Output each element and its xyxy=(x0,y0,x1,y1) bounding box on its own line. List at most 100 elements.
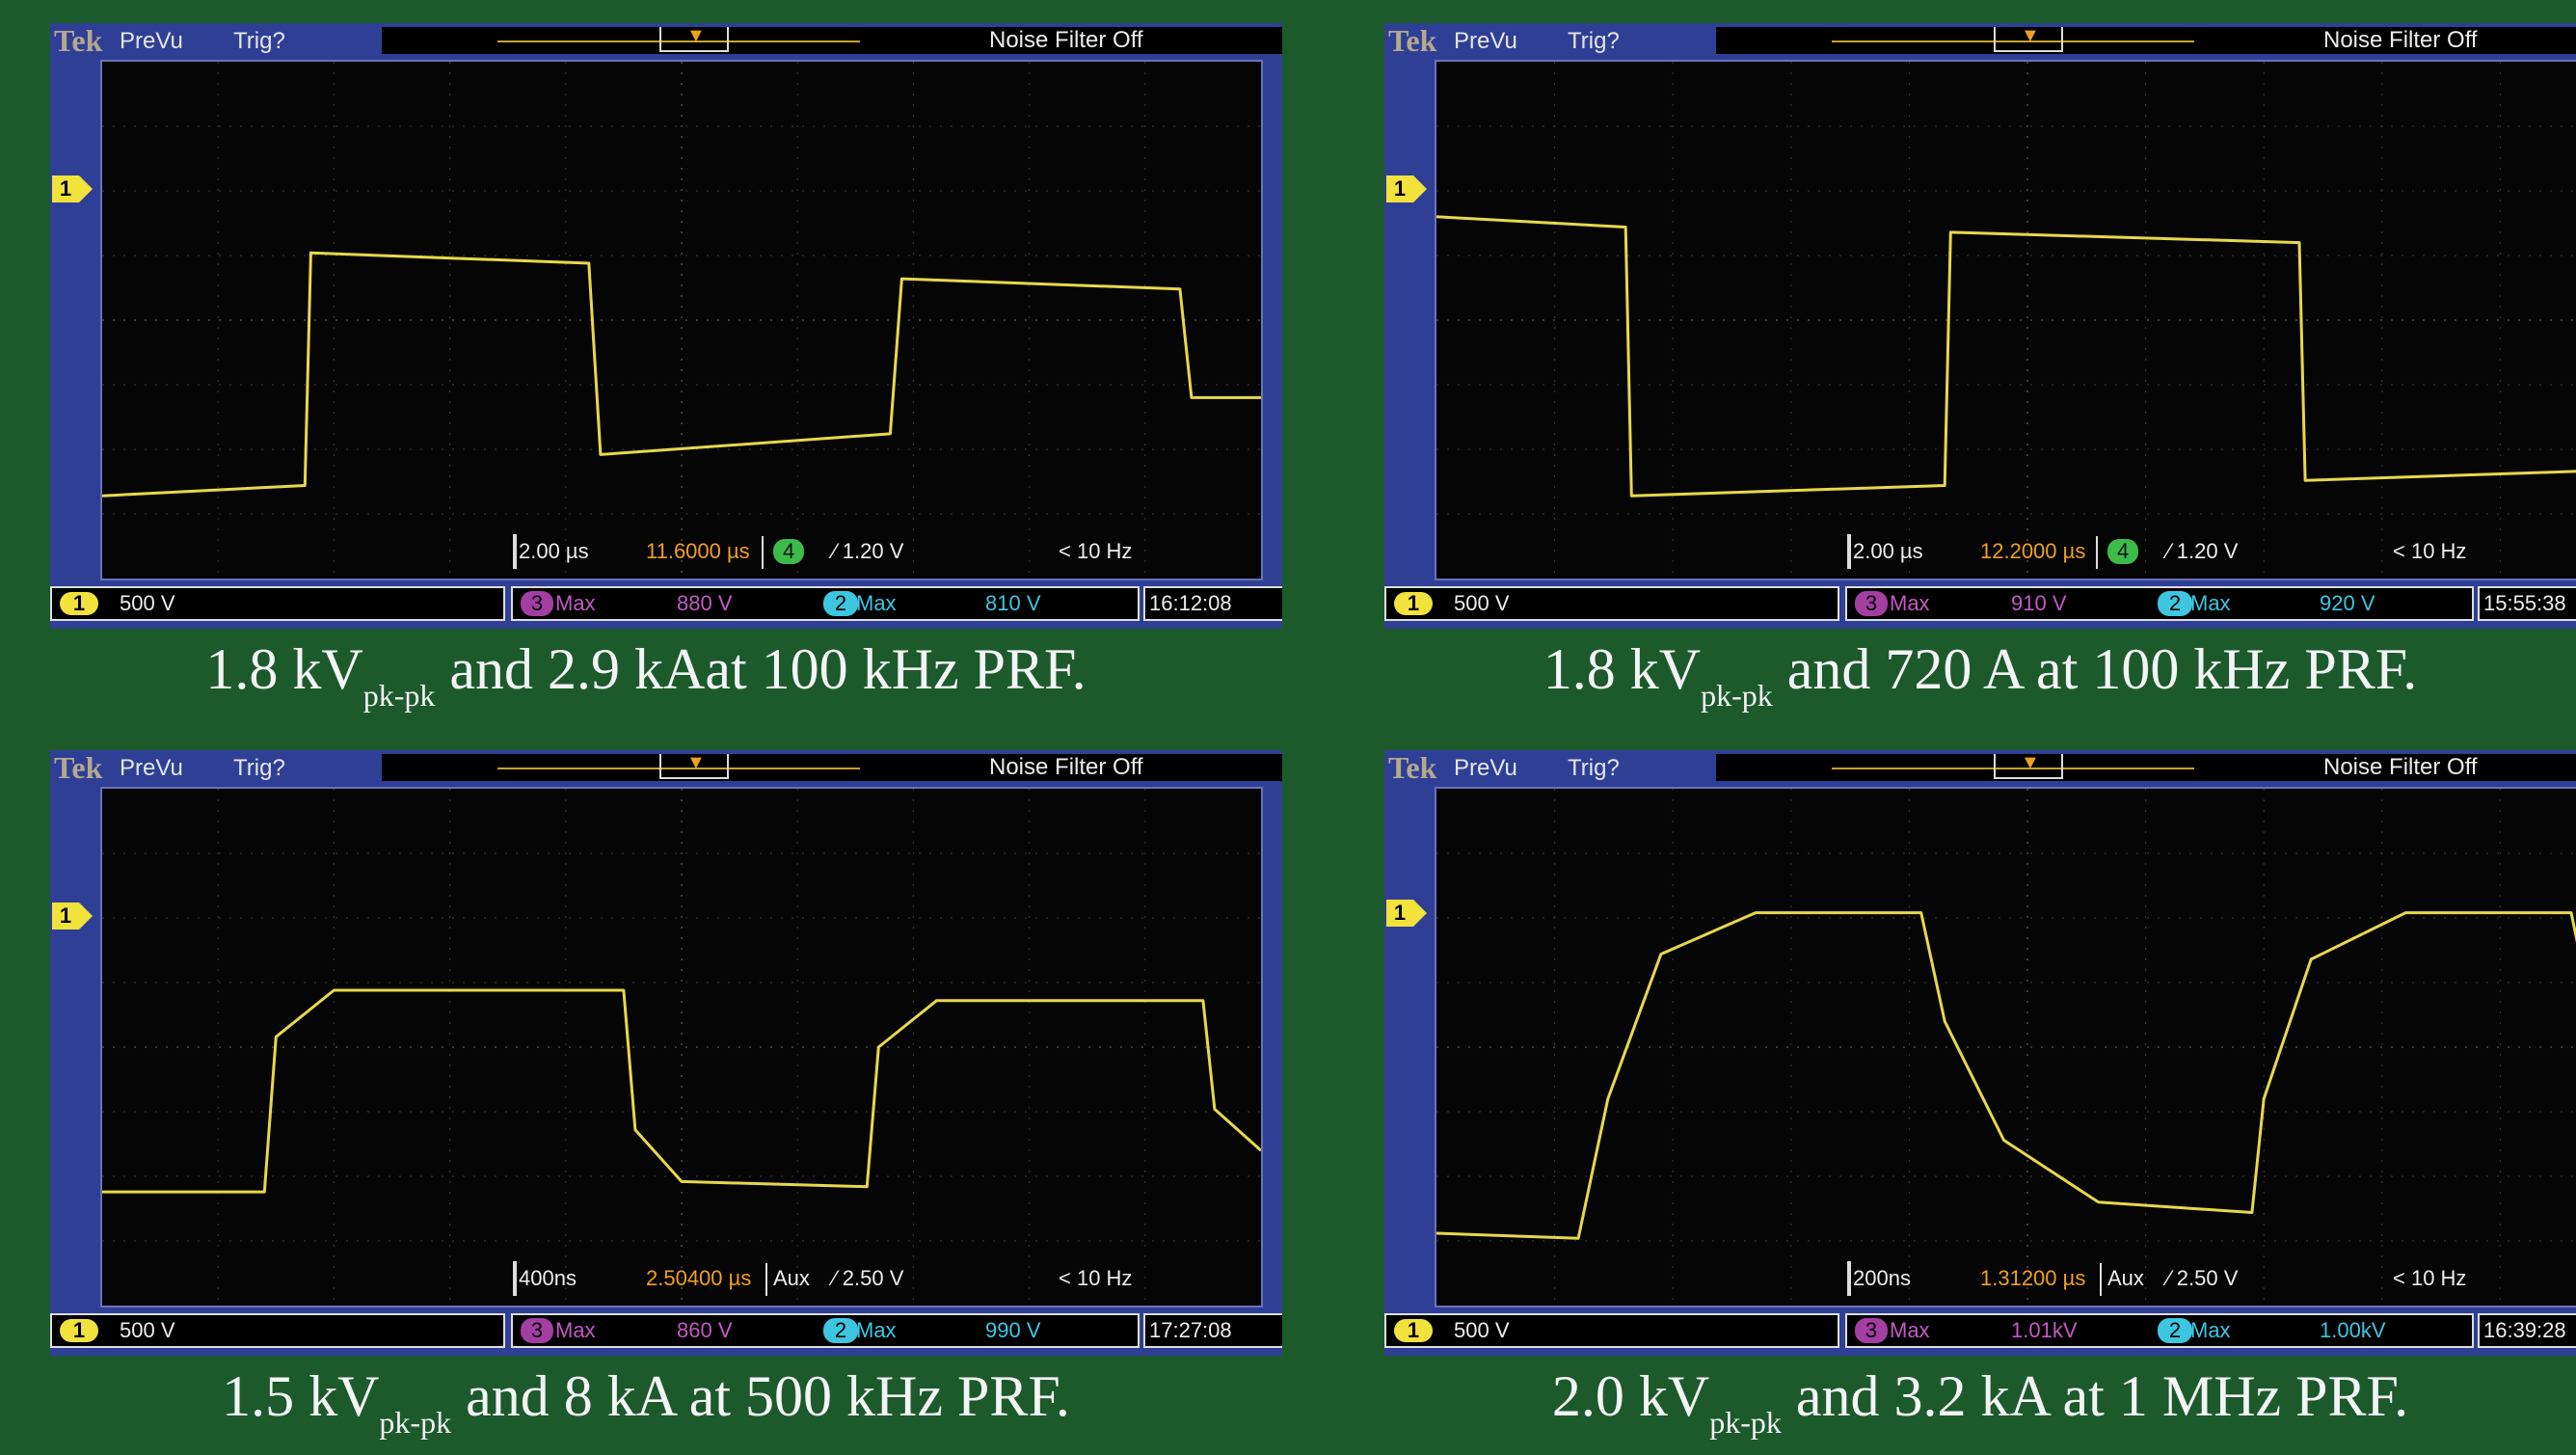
meas3-value: 880 V xyxy=(677,591,733,615)
ch1-trace xyxy=(1436,911,2576,1240)
meas2-label: Max xyxy=(856,1318,897,1342)
trigger-status: Trig? xyxy=(233,755,285,781)
ch1-marker-arrow xyxy=(1413,175,1427,202)
caption-main: 1.8 kV xyxy=(205,637,363,701)
ch1-scale: 500 V xyxy=(1454,1318,1510,1342)
trigger-level: ⁄ 1.20 V xyxy=(833,539,904,563)
caption-main: 1.5 kV xyxy=(222,1364,380,1428)
timebase-value: 400ns xyxy=(519,1266,577,1290)
ch1-marker-icon[interactable]: 1 xyxy=(1386,175,1429,202)
ch1-readout[interactable]: 1 500 V xyxy=(50,586,505,621)
record-bar[interactable]: ▼ Noise Filter Off xyxy=(382,752,1282,781)
noise-filter-label: Noise Filter Off xyxy=(989,754,1143,780)
timebase-value: 200ns xyxy=(1853,1266,1911,1290)
status-bar: 1 500 V 3 Max 1.01kV 2 Max 1.00kV 16:39:… xyxy=(1384,1309,2576,1352)
ch1-marker-icon[interactable]: 1 xyxy=(52,903,94,930)
noise-filter-label: Noise Filter Off xyxy=(2323,754,2478,780)
separator xyxy=(2100,1263,2102,1296)
record-window[interactable] xyxy=(1994,27,2063,52)
brand-logo: Tek xyxy=(54,750,103,785)
ch1-marker-icon[interactable]: 1 xyxy=(1386,900,1429,927)
scope-panel-1: Tek PreVu Trig? ▼ Noise Filter Off ▾ 1 2… xyxy=(0,0,1292,722)
trigger-position-icon: ▼ xyxy=(686,752,706,773)
ch3-badge: 3 xyxy=(1855,591,1888,616)
waveform-svg xyxy=(102,789,1261,1306)
scope-frame: Tek PreVu Trig? ▼ Noise Filter Off ▾ 1 2… xyxy=(50,23,1282,629)
clock: 15:55:38 xyxy=(2478,586,2576,621)
ch2-badge: 2 xyxy=(2158,1318,2192,1343)
record-bar[interactable]: ▼ Noise Filter Off xyxy=(1716,752,2576,781)
noise-filter-label: Noise Filter Off xyxy=(989,27,1143,53)
timebase-value: 2.00 µs xyxy=(1853,539,1923,563)
trigger-level: ⁄ 2.50 V xyxy=(2167,1266,2239,1290)
measurement-readout[interactable]: 3 Max 1.01kV 2 Max 1.00kV xyxy=(1845,1313,2474,1348)
ch1-readout[interactable]: 1 500 V xyxy=(1384,1313,1839,1348)
scope-frame: Tek PreVu Trig? ▼ Noise Filter Off ▾ 1 4… xyxy=(50,750,1282,1356)
caption: 1.8 kVpk-pk and 720 A at 100 kHz PRF. xyxy=(1334,636,2576,728)
clock: 16:12:08 xyxy=(1143,586,1282,621)
meas2-value: 920 V xyxy=(2320,591,2375,615)
waveform-svg xyxy=(102,62,1261,579)
waveform-svg xyxy=(1436,789,2576,1306)
meas2-label: Max xyxy=(2190,1318,2231,1342)
separator xyxy=(765,1263,767,1296)
ch1-badge: 1 xyxy=(60,1319,98,1342)
ch1-badge: 1 xyxy=(1394,592,1433,615)
measurement-readout[interactable]: 3 Max 880 V 2 Max 810 V xyxy=(511,586,1140,621)
trigger-source-badge: 4 xyxy=(773,539,805,564)
caption-rest: and 8 kA at 500 kHz PRF. xyxy=(451,1364,1070,1428)
ch1-marker-icon[interactable]: 1 xyxy=(52,175,94,202)
waveform-display xyxy=(1435,60,2576,580)
noise-filter-label: Noise Filter Off xyxy=(2323,27,2478,53)
caption-rest: and 3.2 kA at 1 MHz PRF. xyxy=(1781,1364,2409,1428)
meas3-value: 1.01kV xyxy=(2011,1318,2078,1342)
record-window[interactable] xyxy=(659,754,729,779)
horizontal-position: 12.2000 µs xyxy=(1980,539,2086,563)
brand-logo: Tek xyxy=(1388,23,1437,58)
ch2-badge: 2 xyxy=(823,591,858,616)
mode-label: PreVu xyxy=(1454,28,1517,54)
meas3-value: 910 V xyxy=(2011,591,2067,615)
record-line xyxy=(1832,768,2194,769)
timebase-readout[interactable]: 200ns 1.31200 µs Aux ⁄ 2.50 V < 10 Hz xyxy=(1847,1261,2466,1296)
record-window[interactable] xyxy=(659,27,729,52)
trigger-position-icon: ▼ xyxy=(2021,25,2040,46)
caption-main: 2.0 kV xyxy=(1551,1364,1710,1428)
ch1-readout[interactable]: 1 500 V xyxy=(1384,586,1839,621)
ch1-marker-arrow xyxy=(1413,900,1427,927)
meas3-label: Max xyxy=(1890,1318,1930,1342)
ch3-badge: 3 xyxy=(521,591,553,616)
record-window[interactable] xyxy=(1994,754,2063,779)
caption: 2.0 kVpk-pk and 3.2 kA at 1 MHz PRF. xyxy=(1334,1363,2576,1455)
trigger-frequency: < 10 Hz xyxy=(1059,539,1133,563)
measurement-readout[interactable]: 3 Max 860 V 2 Max 990 V xyxy=(511,1313,1140,1348)
timebase-readout[interactable]: 2.00 µs 12.2000 µs 4 ⁄ 1.20 V < 10 Hz xyxy=(1847,534,2466,569)
meas2-value: 810 V xyxy=(985,591,1041,615)
ch1-scale: 500 V xyxy=(120,1318,175,1342)
mode-label: PreVu xyxy=(120,755,183,781)
record-line xyxy=(497,40,860,42)
ch2-badge: 2 xyxy=(823,1318,858,1343)
clock: 16:39:28 xyxy=(2478,1313,2576,1348)
mode-label: PreVu xyxy=(120,28,183,54)
meas2-value: 1.00kV xyxy=(2320,1318,2386,1342)
waveform-display xyxy=(1435,787,2576,1307)
caption-subscript: pk-pk xyxy=(1709,1405,1782,1440)
ch1-marker-label: 1 xyxy=(52,175,79,202)
ch1-readout[interactable]: 1 500 V xyxy=(50,1313,505,1348)
timebase-readout[interactable]: 400ns 2.50400 µs Aux ⁄ 2.50 V < 10 Hz xyxy=(513,1261,1132,1296)
measurement-readout[interactable]: 3 Max 910 V 2 Max 920 V xyxy=(1845,586,2474,621)
ch1-trace xyxy=(1436,215,2576,498)
trigger-position-icon: ▼ xyxy=(2021,752,2040,773)
record-bar[interactable]: ▼ Noise Filter Off xyxy=(382,26,1282,54)
ch3-badge: 3 xyxy=(521,1318,553,1343)
trigger-frequency: < 10 Hz xyxy=(2393,539,2467,563)
ch2-badge: 2 xyxy=(2158,591,2192,616)
caption: 1.5 kVpk-pk and 8 kA at 500 kHz PRF. xyxy=(0,1363,1292,1455)
timebase-readout[interactable]: 2.00 µs 11.6000 µs 4 ⁄ 1.20 V < 10 Hz xyxy=(513,534,1132,569)
waveform-display xyxy=(100,60,1263,580)
brand-logo: Tek xyxy=(54,23,103,58)
record-bar[interactable]: ▼ Noise Filter Off xyxy=(1716,25,2576,54)
caption-subscript: pk-pk xyxy=(1701,678,1773,713)
caption-rest: and 720 A at 100 kHz PRF. xyxy=(1772,637,2418,701)
